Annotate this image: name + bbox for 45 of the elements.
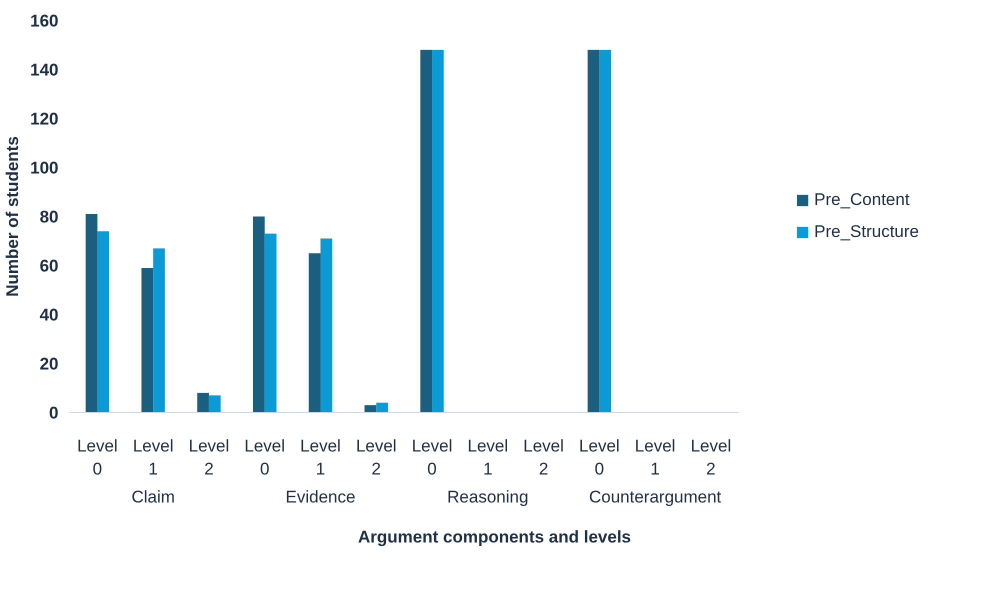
legend-label: Pre_Structure — [814, 222, 919, 242]
y-tick-label: 20 — [40, 354, 59, 374]
x-tick-label: Level 1 — [467, 436, 508, 478]
x-tick-label: Level 0 — [244, 436, 286, 478]
bar — [252, 216, 265, 412]
bar — [432, 50, 444, 412]
text: Evidence — [286, 488, 356, 506]
text: Reasoning — [447, 488, 528, 506]
x-tick-label: Level 2 — [690, 436, 732, 478]
bar — [86, 214, 98, 412]
x-tick-label: Level 1 — [634, 436, 676, 478]
y-tick-label: 120 — [30, 110, 59, 128]
bar — [153, 248, 165, 412]
x-tick-label: Level 2 — [188, 436, 230, 478]
y-tick-label: 140 — [30, 60, 59, 80]
bar — [364, 405, 376, 412]
y-tick-label: 80 — [40, 208, 59, 226]
y-tick-label: 100 — [30, 158, 59, 178]
bar — [197, 392, 209, 412]
bar — [208, 395, 221, 412]
bar — [588, 50, 600, 412]
x-tick-label: Level 0 — [579, 436, 620, 478]
bar — [141, 268, 154, 412]
y-tick-label: 60 — [40, 256, 59, 276]
x-tick-label: Level 1 — [132, 436, 174, 478]
bar — [97, 231, 110, 412]
x-tick-label: Level 2 — [523, 436, 564, 478]
x-axis-title: Argument components and levels — [358, 528, 631, 546]
text: Counterargument — [588, 488, 722, 506]
bar — [320, 238, 332, 412]
x-tick-label: Level 0 — [77, 436, 118, 478]
y-axis-title: Number of students — [3, 136, 22, 297]
y-tick-label: 160 — [30, 12, 59, 30]
x-tick-label: Level 1 — [300, 436, 341, 478]
y-tick-label: 0 — [49, 404, 59, 422]
bar — [376, 402, 388, 412]
bar — [599, 50, 612, 412]
x-tick-label: Level 0 — [412, 436, 452, 478]
y-tick-label: 40 — [40, 306, 59, 324]
x-tick-label: Level 2 — [356, 436, 397, 478]
bar — [264, 234, 276, 412]
text: Claim — [131, 488, 175, 506]
bar — [308, 253, 320, 412]
legend-label: Pre_Content — [814, 190, 910, 210]
bar — [420, 50, 432, 412]
